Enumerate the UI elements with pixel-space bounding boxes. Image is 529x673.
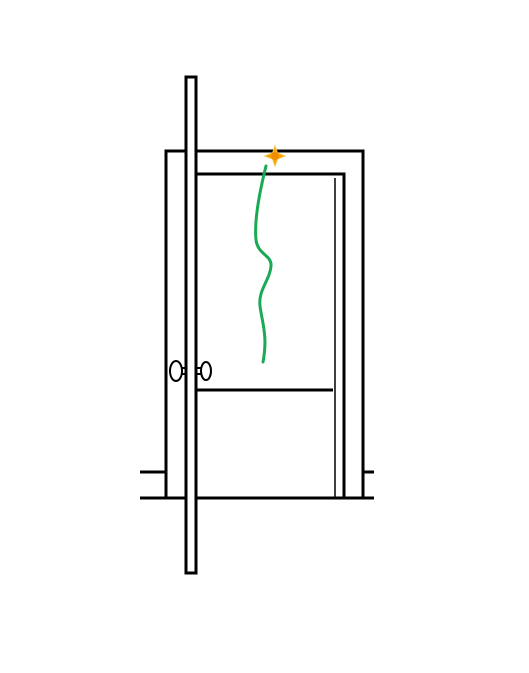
door-knob-icon — [169, 360, 212, 382]
spark-core — [271, 152, 279, 160]
inner-door-frame — [187, 172, 346, 498]
door-knob-right — [200, 361, 212, 381]
spark-icon — [263, 144, 287, 168]
outer-door-frame — [164, 149, 365, 498]
door-slab — [184, 75, 198, 575]
door-knob-left — [169, 360, 183, 382]
green-wire — [254, 164, 273, 364]
floor-lines — [140, 470, 374, 500]
